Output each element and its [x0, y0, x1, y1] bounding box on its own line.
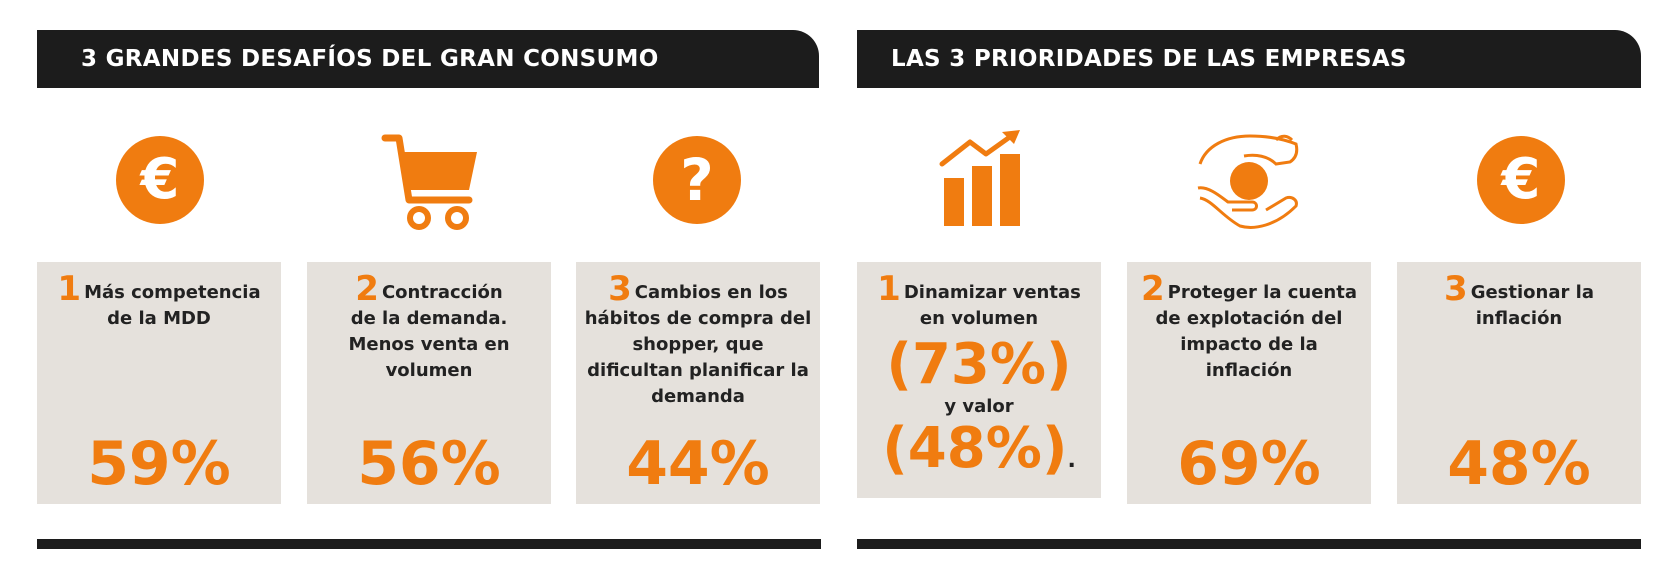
left-section-title: 3 GRANDES DESAFÍOS DEL GRAN CONSUMO	[81, 46, 659, 72]
card-percentage: 69%	[1177, 429, 1321, 499]
card-number: 1	[57, 269, 82, 309]
card-number: 1	[877, 269, 901, 309]
right-bottom-divider	[857, 539, 1641, 549]
priority-card-1: 1 Dinamizar ventas en volumen (73%) y val…	[857, 262, 1101, 498]
svg-text:?: ?	[680, 146, 714, 214]
svg-text:€: €	[139, 147, 180, 212]
card-number: 3	[1444, 269, 1468, 309]
euro-icon: €	[1456, 125, 1586, 235]
card-text: Más competencia de la MDD	[84, 282, 261, 329]
card-number: 2	[1141, 269, 1165, 309]
euro-icon: €	[95, 125, 225, 235]
card-percentage: 44%	[626, 429, 770, 499]
challenge-card-1: 1 Más competencia de la MDD 59%	[37, 262, 281, 504]
svg-text:€: €	[1500, 147, 1541, 212]
card-percentage: 48%	[1447, 429, 1591, 499]
card-text: Proteger la cuenta de explotación del im…	[1155, 282, 1357, 381]
priority-card-2: 2 Proteger la cuenta de explotación del i…	[1127, 262, 1371, 504]
value-connector: y valor	[944, 396, 1014, 417]
hands-protect-icon	[1183, 125, 1313, 235]
card-number: 2	[355, 269, 379, 309]
shopping-cart-icon	[367, 125, 497, 235]
value-percentage: (48%).	[882, 416, 1076, 481]
card-text: Dinamizar ventas en volumen	[903, 282, 1081, 329]
left-bottom-divider	[37, 539, 821, 549]
growth-chart-icon	[915, 125, 1045, 235]
card-number: 3	[608, 269, 632, 309]
left-section-header: 3 GRANDES DESAFÍOS DEL GRAN CONSUMO	[37, 30, 819, 88]
right-section-title: LAS 3 PRIORIDADES DE LAS EMPRESAS	[891, 46, 1407, 72]
card-text: Contracción de la demanda. Menos venta e…	[348, 282, 510, 381]
card-text: Gestionar la inflación	[1470, 282, 1594, 329]
card-text: Cambios en los hábitos de compra del sho…	[584, 282, 812, 407]
card-percentage: 56%	[357, 429, 501, 499]
right-section-header: LAS 3 PRIORIDADES DE LAS EMPRESAS	[857, 30, 1641, 88]
challenge-card-3: 3 Cambios en los hábitos de compra del sh…	[576, 262, 820, 504]
challenge-card-2: 2 Contracción de la demanda. Menos venta …	[307, 262, 551, 504]
question-icon: ?	[632, 125, 762, 235]
priority-card-3: 3 Gestionar la inflación 48%	[1397, 262, 1641, 504]
card-percentage: 59%	[87, 429, 231, 499]
volume-percentage: (73%)	[886, 332, 1072, 397]
